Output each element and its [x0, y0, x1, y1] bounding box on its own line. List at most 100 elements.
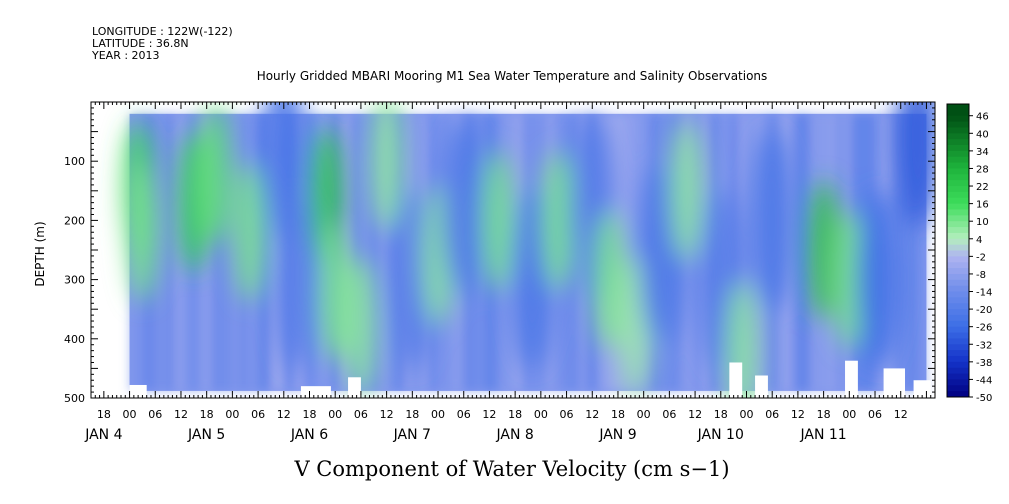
- heatmap-cell: [344, 256, 377, 397]
- day-label: JAN 8: [495, 427, 533, 443]
- x-tick-label: 18: [405, 408, 419, 421]
- x-tick-label: 00: [328, 408, 342, 421]
- colorbar-swatch: [947, 145, 969, 152]
- heatmap-stripe: [264, 113, 272, 391]
- missing-data-gap: [729, 362, 743, 398]
- colorbar-label: 4: [976, 235, 982, 246]
- heatmap-stripe: [907, 113, 915, 391]
- colorbar-label: -2: [976, 252, 986, 263]
- colorbar-swatch: [947, 297, 969, 304]
- colorbar-swatch: [947, 355, 969, 363]
- x-tick-label: 06: [148, 408, 162, 421]
- x-tick-label: 12: [688, 408, 702, 421]
- colorbar-swatch: [947, 180, 969, 187]
- heatmap-cell: [541, 150, 574, 291]
- y-tick-label: 300: [64, 274, 85, 287]
- heatmap-stripe: [797, 113, 805, 391]
- x-tick-label: 12: [482, 408, 496, 421]
- heatmap-stripe: [348, 113, 356, 391]
- x-tick-label: 12: [380, 408, 394, 421]
- heatmap-cell: [274, 189, 319, 370]
- missing-data-gap: [883, 368, 906, 398]
- day-label: JAN 11: [800, 427, 847, 443]
- colorbar-swatch: [947, 361, 969, 369]
- heatmap-stripe: [225, 113, 233, 391]
- longitude-label: LONGITUDE : 122W(-122): [92, 25, 233, 38]
- colorbar-swatch: [947, 162, 969, 169]
- x-tick-label: 06: [354, 408, 368, 421]
- heatmap-stripe: [219, 113, 227, 391]
- colorbar-swatch: [947, 139, 969, 146]
- colorbar-swatch: [947, 168, 969, 175]
- colorbar-swatch: [947, 309, 969, 316]
- latitude-label: LATITUDE : 36.8N: [92, 37, 189, 50]
- colorbar-swatch: [947, 156, 969, 164]
- colorbar-swatch: [947, 197, 969, 205]
- x-tick-label: 12: [277, 408, 291, 421]
- colorbar-swatch: [947, 344, 969, 351]
- colorbar-swatch: [947, 244, 969, 251]
- colorbar-label: 46: [976, 112, 989, 123]
- y-tick-label: 500: [64, 392, 85, 405]
- heatmap-stripe: [161, 113, 169, 391]
- x-tick-label: 06: [868, 408, 882, 421]
- heatmap-cell: [441, 118, 486, 299]
- heatmap-stripe: [920, 113, 928, 391]
- heatmap-cell: [482, 150, 515, 291]
- colorbar-swatch: [947, 221, 969, 228]
- day-label: JAN 9: [598, 427, 636, 443]
- x-tick-label: 06: [765, 408, 779, 421]
- day-label: JAN 6: [290, 427, 328, 443]
- y-axis-label: DEPTH (m): [33, 221, 47, 286]
- colorbar-swatch: [947, 127, 969, 134]
- heatmap-stripe: [740, 113, 748, 391]
- heatmap-stripe: [213, 113, 221, 391]
- missing-data-gap: [755, 375, 768, 398]
- heatmap-cell: [233, 162, 266, 303]
- colorbar-swatch: [947, 209, 969, 216]
- heatmap-stripe: [367, 113, 375, 391]
- x-tick-label: 00: [739, 408, 753, 421]
- colorbar-swatch: [947, 250, 969, 257]
- heatmap-stripe: [386, 113, 394, 391]
- colorbar-swatch: [947, 104, 969, 111]
- colorbar-swatch: [947, 256, 969, 263]
- heatmap-stripe: [174, 113, 182, 391]
- colorbar-label: 10: [976, 217, 989, 228]
- missing-data-gap: [845, 360, 858, 398]
- colorbar-swatch: [947, 326, 969, 334]
- colorbar-label: -20: [976, 305, 992, 316]
- colorbar-swatch: [947, 285, 969, 293]
- colorbar-swatch: [947, 350, 969, 357]
- x-tick-label: 18: [97, 408, 111, 421]
- heatmap-cell: [895, 102, 935, 228]
- heatmap-stripe: [695, 113, 703, 391]
- x-tick-label: 12: [585, 408, 599, 421]
- heatmap-stripe: [354, 113, 362, 391]
- colorbar-swatch: [947, 303, 969, 310]
- heatmap-stripe: [791, 113, 799, 391]
- x-tick-label: 12: [174, 408, 188, 421]
- x-tick-label: 06: [251, 408, 265, 421]
- colorbar-label: -14: [976, 288, 992, 299]
- x-tick-label: 06: [662, 408, 676, 421]
- colorbar-swatch: [947, 379, 969, 386]
- day-label: JAN 5: [187, 427, 225, 443]
- colorbar-swatch: [947, 174, 969, 181]
- heatmap-stripe: [155, 113, 163, 391]
- colorbar-swatch: [947, 279, 969, 287]
- heatmap-stripe: [380, 113, 388, 391]
- colorbar-swatch: [947, 238, 969, 246]
- colorbar-label: -44: [976, 375, 992, 386]
- colorbar-swatch: [947, 150, 969, 158]
- x-tick-label: 18: [302, 408, 316, 421]
- colorbar-swatch: [947, 186, 969, 193]
- colorbar-swatch: [947, 314, 969, 322]
- x-tick-label: 12: [894, 408, 908, 421]
- colorbar-swatch: [947, 121, 969, 128]
- colorbar-swatch: [947, 262, 969, 269]
- colorbar-label: -38: [976, 358, 992, 369]
- heatmap-cell: [833, 209, 866, 350]
- x-tick-label: 06: [457, 408, 471, 421]
- heatmap-stripe: [913, 113, 921, 391]
